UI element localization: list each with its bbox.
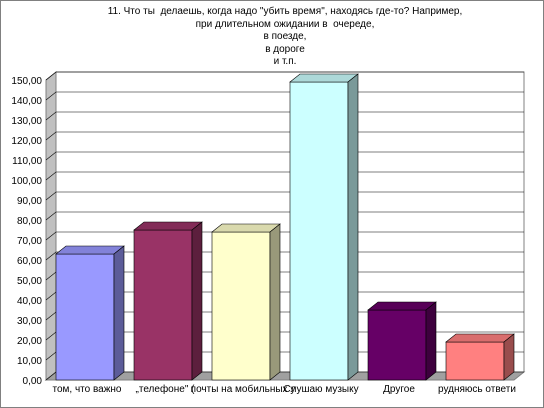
y-tick-label: 90,00: [17, 196, 42, 207]
bar-side: [425, 301, 437, 381]
bar-top: [445, 333, 515, 343]
bars: [55, 73, 515, 381]
chart-title: 11. Что ты делаешь, когда надо "убить вр…: [60, 6, 510, 69]
grid-line: [45, 91, 524, 101]
bar-top: [289, 73, 359, 83]
bar-front: [55, 253, 115, 381]
y-tick-label: 80,00: [17, 216, 42, 227]
bar-side: [269, 223, 281, 381]
grid-line: [45, 211, 524, 221]
y-axis-ticks: 0,00 10,00 20,00 30,00 40,00 50,00 60,00 70,00 8…: [11, 76, 42, 387]
chart-title-line-3: в поезде,: [263, 31, 307, 42]
y-tick-label: 100,00: [11, 176, 42, 187]
side-wall: [45, 70, 57, 382]
y-tick-label: 120,00: [11, 136, 42, 147]
x-category-label: почты на мобильных у: [191, 383, 296, 395]
chart-title-line-5: и т.п.: [273, 56, 297, 67]
y-tick-label: 20,00: [17, 336, 42, 347]
bar-top: [55, 245, 125, 255]
grid-line: [45, 71, 524, 81]
y-tick-label: 150,00: [11, 76, 42, 87]
x-category-label: рудняюсь ответи: [438, 384, 516, 395]
x-category-label: том, что важно: [52, 384, 121, 395]
y-tick-label: 10,00: [17, 356, 42, 367]
y-tick-label: 30,00: [17, 316, 42, 327]
y-tick-label: 110,00: [12, 156, 42, 167]
grid-line: [45, 191, 524, 201]
chart-title-line-4: в дороге: [265, 43, 305, 55]
y-tick-label: 60,00: [17, 256, 42, 267]
y-tick-label: 70,00: [17, 236, 42, 247]
y-tick-label: 0,00: [23, 376, 43, 387]
bar-front: [445, 341, 505, 381]
x-category-label: Другое: [383, 384, 415, 395]
y-tick-label: 130,00: [11, 116, 42, 127]
bar-side: [347, 73, 359, 381]
chart-title-line-2: при длительном ожидании в очереде,: [195, 18, 375, 30]
bar-front: [289, 81, 349, 381]
y-tick-label: 40,00: [17, 296, 42, 307]
y-tick-label: 50,00: [17, 276, 42, 287]
grid-line: [45, 131, 524, 141]
bar: [367, 301, 437, 381]
grid-line: [45, 171, 524, 181]
x-category-label: Слушаю музыку: [283, 384, 358, 395]
bar-side: [113, 245, 125, 381]
bar-top: [133, 221, 203, 231]
x-axis-labels: том, что важно „телефоне" (почты на мобил…: [52, 383, 515, 395]
bar-side: [503, 333, 515, 381]
grid-line: [45, 111, 524, 121]
bar-front: [211, 231, 271, 381]
bar: [289, 73, 359, 381]
bar-front: [133, 229, 193, 381]
bar-top: [367, 301, 437, 311]
bar-front: [367, 309, 427, 381]
chart-title-line-1: 11. Что ты делаешь, когда надо "убить вр…: [107, 6, 463, 17]
x-category-label: „телефоне" (: [136, 383, 196, 395]
grid-line: [45, 251, 524, 261]
grid-line: [45, 231, 524, 241]
grid-line: [45, 151, 524, 161]
bar: [211, 223, 281, 381]
bar: [55, 245, 125, 381]
bar: [133, 221, 203, 381]
bar-top: [211, 223, 281, 233]
bar-side: [191, 221, 203, 381]
y-tick-label: 140,00: [11, 96, 42, 107]
bar: [445, 333, 515, 381]
